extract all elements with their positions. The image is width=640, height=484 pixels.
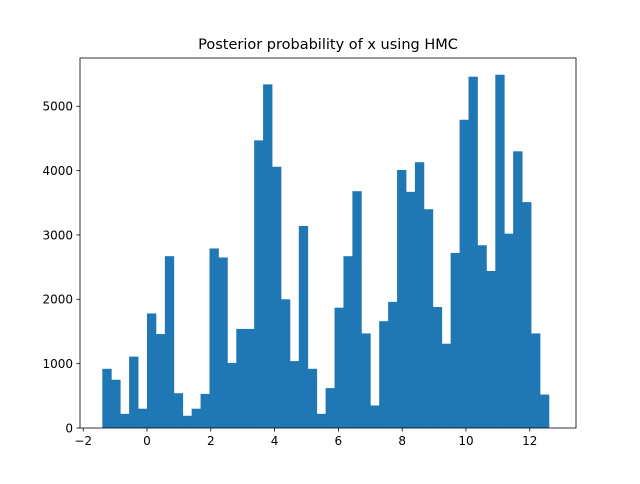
x-tick-label: 12 [522, 434, 537, 448]
histogram-bar [405, 191, 416, 428]
histogram-bar [414, 162, 425, 429]
histogram-bar [379, 321, 389, 428]
histogram-bar [236, 328, 246, 428]
x-tick-label: 2 [207, 434, 215, 448]
x-tick-label: 6 [335, 434, 343, 448]
histogram-bar [343, 256, 353, 428]
histogram-bar [227, 363, 237, 428]
histogram-bar [254, 140, 264, 428]
y-tick-label: 3000 [42, 228, 73, 242]
y-tick-label: 5000 [42, 100, 73, 114]
histogram-bar [477, 245, 487, 428]
histogram-bar [298, 225, 309, 428]
histogram-bar [334, 307, 344, 428]
histogram-bar [397, 169, 407, 428]
histogram-bar [191, 408, 201, 428]
chart-title: Posterior probability of x using HMC [198, 37, 458, 53]
histogram-bar [450, 252, 460, 428]
axes-frame [79, 57, 577, 429]
histogram-bar [432, 307, 443, 428]
histogram-bar [504, 233, 514, 428]
histogram-bar [218, 257, 228, 428]
x-tick-label: −2 [74, 434, 92, 448]
histogram-bar [155, 334, 166, 428]
histogram-bar [423, 209, 434, 428]
histogram-bar [111, 379, 121, 428]
histogram-bar [370, 405, 380, 428]
histogram-bar [486, 270, 496, 428]
histogram-bar [388, 301, 398, 428]
histogram-bar [495, 74, 505, 428]
bars-layer [102, 74, 550, 429]
histogram-bar [325, 388, 335, 428]
histogram-bar [173, 393, 184, 428]
y-tick-label: 1000 [42, 357, 73, 371]
histogram-bar [182, 415, 193, 428]
histogram-bar [102, 368, 112, 428]
histogram-bar [361, 333, 371, 428]
histogram-bar [352, 191, 362, 428]
histogram-bar [513, 151, 523, 429]
x-tick-label: 0 [143, 434, 151, 448]
y-tick-label: 4000 [42, 164, 73, 178]
histogram-bar [539, 394, 550, 428]
histogram-bar [289, 361, 300, 428]
histogram-bar [138, 408, 148, 428]
histogram-bar [263, 84, 273, 428]
histogram-bar [129, 356, 139, 428]
x-tick-label: 10 [458, 434, 473, 448]
histogram-bar [146, 313, 157, 428]
x-tick-label: 4 [271, 434, 279, 448]
histogram-bar [280, 299, 291, 428]
histogram-bar [307, 368, 318, 428]
y-tick-label: 2000 [42, 293, 73, 307]
x-tick-label: 8 [398, 434, 406, 448]
histogram-bar [531, 333, 541, 428]
histogram-bar [522, 202, 532, 428]
histogram-bar [200, 393, 210, 428]
histogram-bar [459, 119, 469, 429]
histogram-bar [164, 256, 175, 428]
histogram-bar [316, 413, 327, 428]
histogram-bar [209, 248, 219, 428]
histogram-bar [245, 328, 255, 428]
histogram-bar [468, 76, 478, 428]
y-tick-label: 0 [65, 421, 73, 435]
histogram-bar [272, 166, 282, 428]
histogram-bar [120, 413, 130, 428]
histogram-bar [441, 343, 452, 428]
